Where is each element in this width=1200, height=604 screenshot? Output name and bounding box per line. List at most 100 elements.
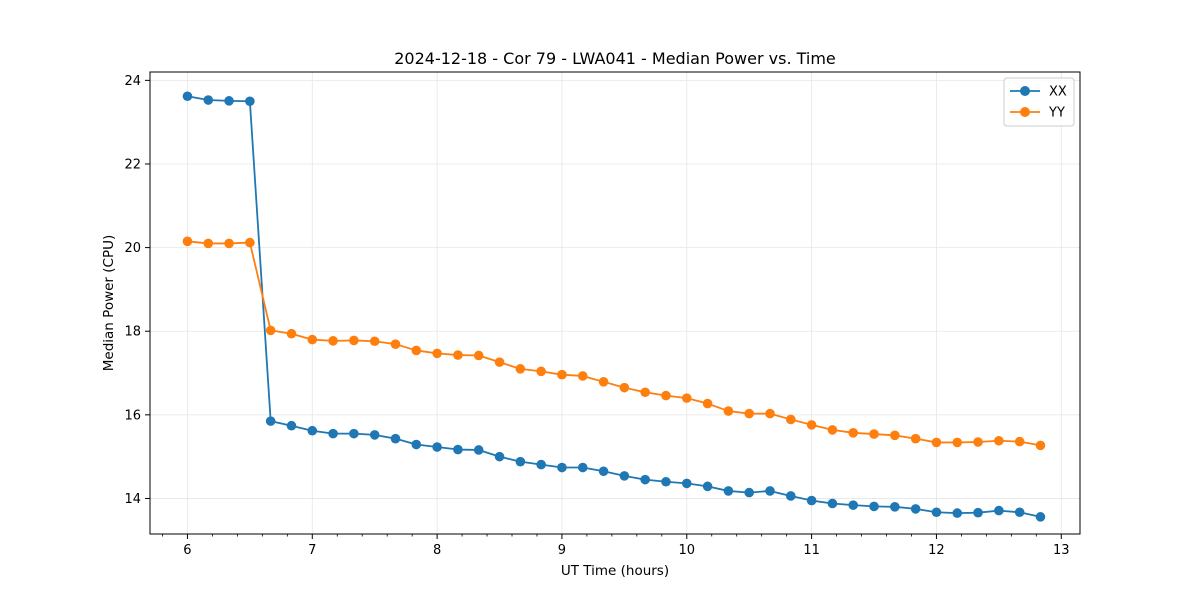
series-yy-point — [661, 390, 671, 401]
series-xx-point — [702, 481, 713, 492]
series-yy-point — [494, 357, 505, 367]
series-xx-point — [681, 478, 692, 489]
series-yy-point — [453, 350, 463, 360]
series-xx-point — [640, 474, 650, 485]
series-xx-point — [328, 428, 338, 439]
series-yy-point — [515, 364, 526, 374]
legend-xx-marker — [1020, 86, 1030, 96]
series-xx-point — [390, 433, 401, 444]
series-xx-point — [557, 462, 567, 473]
legend-xx-label: XX — [1049, 85, 1067, 100]
series-xx-point — [744, 487, 754, 498]
series-yy-point — [369, 336, 380, 347]
series-xx-point — [661, 476, 671, 487]
series-yy-point — [390, 339, 401, 349]
series-xx-point — [411, 439, 422, 450]
series-xx-point — [848, 500, 859, 510]
series-yy-point — [973, 437, 983, 447]
series-xx-point — [453, 444, 463, 455]
series-yy-point — [307, 334, 318, 345]
series-xx-point — [765, 486, 775, 496]
x-tick-label: 7 — [308, 543, 316, 558]
series-xx-point — [1014, 507, 1025, 518]
series-yy-point — [640, 387, 650, 398]
series-xx-point — [619, 471, 630, 481]
series-xx-point — [203, 95, 214, 105]
series-yy-point — [702, 398, 713, 409]
series-xx-point — [806, 495, 817, 506]
y-tick-label: 14 — [124, 492, 141, 507]
series-yy-point — [765, 408, 775, 419]
series-yy-point — [286, 328, 297, 339]
series-xx-point — [515, 456, 526, 467]
y-tick-label: 24 — [124, 74, 141, 89]
legend-yy-marker — [1020, 107, 1030, 117]
series-xx-point — [494, 451, 505, 462]
grid-layer — [150, 72, 1080, 534]
series-xx-point — [349, 428, 359, 439]
chart-title: 2024-12-18 - Cor 79 - LWA041 - Median Po… — [394, 49, 836, 68]
series-yy-point — [952, 437, 963, 448]
series-yy-point — [869, 429, 879, 439]
series-yy-point — [723, 406, 734, 416]
x-tick-label: 9 — [558, 543, 566, 558]
x-tick-label: 11 — [803, 543, 820, 558]
y-tick-label: 18 — [124, 325, 141, 340]
series-yy-point — [182, 236, 193, 247]
series-yy-point — [328, 336, 338, 346]
series-yy-point — [598, 377, 609, 387]
series-yy-point — [827, 425, 838, 435]
y-axis-label: Median Power (CPU) — [101, 235, 117, 371]
series-yy-point — [473, 350, 484, 361]
legend: XX YY — [1003, 77, 1075, 127]
series-yy-point — [432, 348, 442, 359]
series-xx-point — [598, 466, 609, 477]
x-tick-label: 13 — [1053, 543, 1070, 558]
series-yy-point — [203, 238, 214, 249]
series-yy-point — [557, 369, 567, 380]
series-yy-point — [411, 345, 422, 356]
series-xx-point — [182, 91, 193, 102]
plot-frame — [149, 71, 1081, 535]
x-tick-label: 6 — [183, 543, 191, 558]
series-yy-point — [265, 325, 276, 336]
series-xx-point — [577, 462, 588, 473]
series-yy-point — [848, 428, 859, 438]
series-layer — [182, 91, 1046, 522]
series-yy-point — [1035, 440, 1046, 451]
series-xx-point — [931, 507, 942, 518]
series-yy-point — [910, 433, 921, 444]
series-xx-point — [245, 96, 255, 107]
series-xx-point — [536, 459, 546, 470]
series-xx-point — [473, 445, 484, 455]
series-yy-point — [224, 238, 234, 249]
series-xx-point — [786, 491, 796, 501]
series-xx-point — [952, 508, 963, 518]
series-xx-point — [827, 498, 838, 509]
series-xx-point — [369, 430, 380, 440]
x-tick-label: 8 — [433, 543, 441, 558]
series-xx-point — [890, 502, 900, 512]
series-xx-point — [994, 505, 1004, 516]
series-yy-point — [349, 335, 359, 346]
series-yy-point — [744, 408, 754, 419]
x-tick-label: 12 — [928, 543, 945, 558]
series-xx-point — [973, 507, 983, 518]
series-yy-point — [619, 382, 630, 393]
series-yy-point — [577, 371, 588, 381]
series-xx-point — [910, 504, 921, 514]
series-yy-point — [931, 437, 942, 448]
series-xx-point — [307, 425, 318, 436]
x-tick-label: 10 — [679, 543, 696, 558]
series-yy-point — [681, 393, 692, 403]
x-axis-label: UT Time (hours) — [561, 563, 669, 579]
ticks-layer: 6 7 8 9 10 11 12 13 14 16 18 20 22 24 — [124, 74, 1069, 558]
series-xx-point — [432, 442, 442, 452]
series-yy-point — [536, 366, 546, 377]
series-xx-point — [1035, 512, 1046, 522]
series-xx-point — [723, 486, 734, 496]
y-tick-label: 20 — [124, 241, 141, 256]
